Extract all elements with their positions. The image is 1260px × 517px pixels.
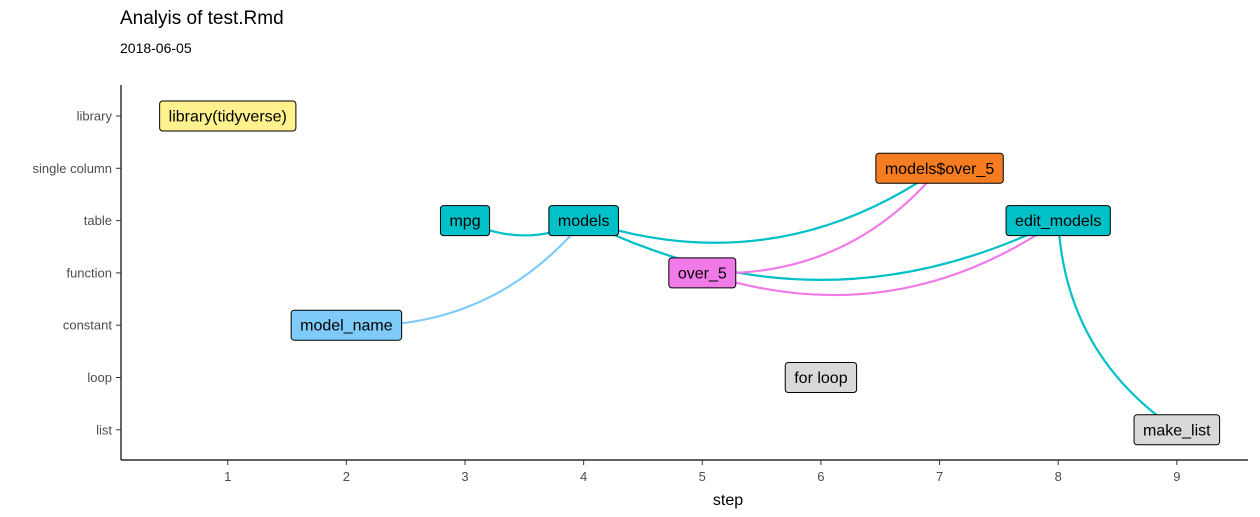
x-tick-label: 3: [461, 469, 468, 484]
y-tick-label: table: [84, 213, 112, 228]
node-text: over_5: [678, 265, 727, 282]
node-text: models$over_5: [885, 161, 995, 178]
node-text: make_list: [1143, 422, 1211, 439]
y-tick-label: constant: [63, 318, 113, 333]
chart-subtitle: 2018-06-05: [120, 40, 192, 56]
node-label: mpg: [439, 205, 491, 237]
edge: [583, 219, 1059, 281]
node-label: over_5: [668, 257, 737, 289]
x-tick-label: 9: [1173, 469, 1180, 484]
x-tick-label: 8: [1055, 469, 1062, 484]
node-text: models: [558, 213, 610, 230]
node-box: [159, 100, 297, 132]
node-box: [290, 309, 403, 341]
node-text: edit_models: [1015, 213, 1101, 230]
edge: [583, 167, 941, 244]
node-label: for loop: [784, 362, 858, 393]
node-text: model_name: [300, 318, 393, 335]
node-text: library(tidyverse): [169, 109, 287, 126]
x-tick-label: 2: [343, 469, 350, 484]
node-label: edit_models: [1005, 205, 1111, 237]
node-box: [875, 152, 1004, 184]
y-tick-label: library: [77, 109, 113, 124]
node-label: models: [548, 205, 619, 237]
edge: [702, 167, 941, 275]
edge: [701, 219, 1059, 297]
node-label: model_name: [290, 309, 403, 341]
y-tick-label: function: [66, 265, 112, 280]
chart-title: Analyis of test.Rmd: [120, 8, 284, 29]
node-box: [784, 362, 858, 393]
node-text: for loop: [794, 370, 847, 387]
edge: [1057, 220, 1178, 431]
y-tick-label: single column: [33, 161, 113, 176]
node-box: [1133, 414, 1221, 446]
y-tick-label: list: [96, 422, 112, 437]
node-box: [668, 257, 737, 289]
axes-layer: step library single column table function co…: [33, 85, 1248, 509]
x-tick-label: 6: [817, 469, 824, 484]
node-label: make_list: [1133, 414, 1221, 446]
node-box: [439, 205, 491, 237]
node-box: [1005, 205, 1111, 237]
x-tick-label: 5: [699, 469, 706, 484]
nodes-layer: library(tidyverse) model_name mpg models ove…: [159, 100, 1221, 446]
x-tick-label: 4: [580, 469, 587, 484]
x-axis-title: step: [713, 492, 743, 509]
node-box: [548, 205, 619, 237]
y-tick-label: loop: [87, 370, 112, 385]
node-text: mpg: [449, 213, 480, 230]
node-label: library(tidyverse): [159, 100, 297, 132]
x-tick-label: 7: [936, 469, 943, 484]
node-label: models$over_5: [875, 152, 1004, 184]
x-tick-label: 1: [224, 469, 231, 484]
